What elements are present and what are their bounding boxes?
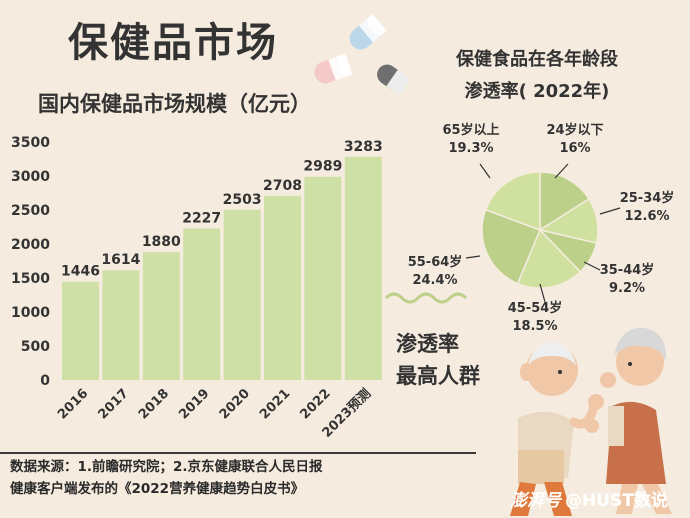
bar-value-label: 1614 <box>101 252 140 268</box>
y-tick-label: 1500 <box>11 271 50 287</box>
pie-label-35-44: 35-44岁 9.2% <box>599 263 655 296</box>
y-tick-label: 500 <box>21 339 50 355</box>
source-divider <box>0 452 476 454</box>
pill-blue-icon <box>349 14 387 50</box>
pill-pink-icon <box>314 53 353 84</box>
bar <box>142 252 180 380</box>
bar-value-label: 1880 <box>142 234 181 250</box>
bar-value-label: 3283 <box>344 139 383 155</box>
leader-35-44 <box>583 261 601 271</box>
pie-slice <box>481 208 541 285</box>
y-tick-label: 1000 <box>11 305 50 321</box>
bar <box>223 209 261 380</box>
pie-label-45-54: 45-54岁 18.5% <box>507 301 563 334</box>
bar-chart: 0500100015002000250030003500144620161614… <box>11 135 383 441</box>
bar <box>183 228 221 380</box>
pie-label-25-34: 25-34岁 12.6% <box>619 191 675 224</box>
leader-65-plus <box>479 163 491 179</box>
bar-value-label: 2503 <box>223 192 262 208</box>
bar-chart-title: 国内保健品市场规模（亿元） <box>38 92 311 116</box>
bar <box>62 281 99 380</box>
highest-penetration-callout: 渗透率 最高人群 <box>396 332 480 388</box>
leader-25-34 <box>599 207 621 215</box>
pie-slice <box>516 228 582 289</box>
bar-value-label: 1446 <box>61 264 100 280</box>
y-tick-label: 2500 <box>11 203 50 219</box>
bar <box>344 156 382 380</box>
pills-illustration <box>314 14 411 94</box>
elderly-woman-icon <box>600 327 672 514</box>
pie-slice <box>539 171 591 232</box>
pie-title-line-1: 保健食品在各年龄段 <box>456 49 618 70</box>
page-title: 保健品市场 <box>68 20 278 66</box>
pie-label-under-24: 24岁以下 16% <box>546 123 604 156</box>
leader-55-64 <box>465 255 481 259</box>
pie-chart-title: 保健食品在各年龄段 渗透率( 2022年) <box>412 44 662 108</box>
watermark-handle: @HUST数说 <box>565 491 668 511</box>
squiggle-decoration <box>384 292 468 304</box>
elderly-couple-illustration <box>510 327 672 516</box>
pie-chart <box>481 171 599 289</box>
data-source-note: 数据来源：1.前瞻研究院；2.京东健康联合人民日报 健康客户端发布的《2022营… <box>10 459 323 497</box>
y-tick-label: 0 <box>40 373 50 389</box>
pie-label-55-64: 55-64岁 24.4% <box>407 255 463 288</box>
pie-label-65-plus: 65岁以上 19.3% <box>442 123 500 156</box>
bar-value-label: 2227 <box>182 211 221 227</box>
elderly-man-icon <box>510 342 604 516</box>
leader-45-54 <box>539 283 546 303</box>
y-tick-label: 3500 <box>11 135 50 151</box>
bar-value-label: 2708 <box>263 178 302 194</box>
watermark-logo: 澎湃号 <box>510 491 561 511</box>
bar-value-label: 2989 <box>303 159 342 175</box>
pill-gray-icon <box>377 64 411 94</box>
leader-under-24 <box>554 163 569 179</box>
y-tick-label: 3000 <box>11 169 50 185</box>
bar <box>102 270 140 380</box>
y-tick-label: 2000 <box>11 237 50 253</box>
bar <box>264 195 301 380</box>
watermark: 澎湃号 @HUST数说 <box>510 486 668 511</box>
pie-slice <box>484 171 541 232</box>
pie-title-line-2: 渗透率( 2022年) <box>464 81 610 102</box>
bar <box>304 176 342 380</box>
